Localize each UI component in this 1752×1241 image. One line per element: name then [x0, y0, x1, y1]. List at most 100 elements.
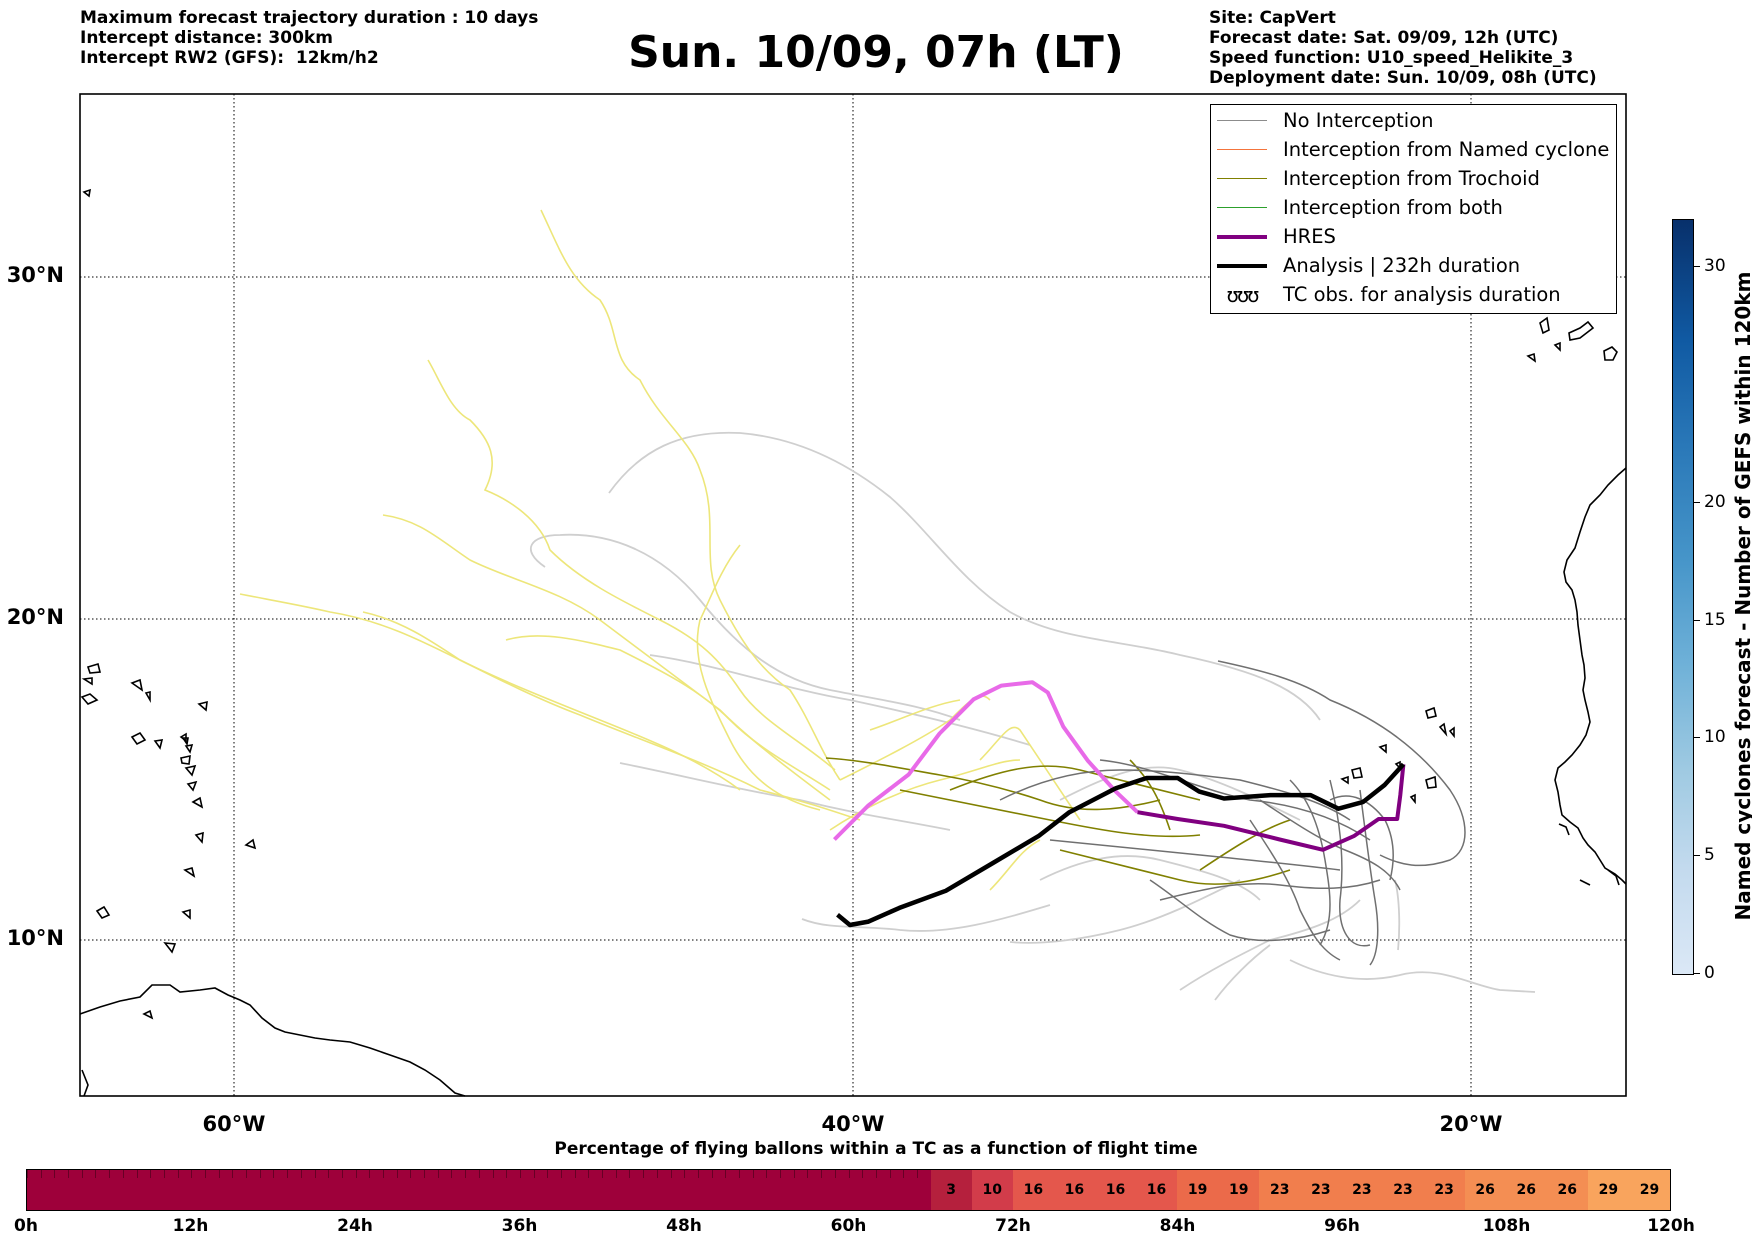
run-info-duration: Maximum forecast trajectory duration : 1… — [80, 8, 539, 28]
legend-item-both: Interception from both — [1217, 193, 1503, 222]
flight-time-bar-minor-tick — [451, 1170, 453, 1178]
cyclone-colorbar — [1672, 219, 1694, 975]
flight-time-bar: 3 10 16 16 16 16 19 19 23 23 23 23 23 26 26 26 29 29 — [26, 1169, 1671, 1211]
hres-track-early — [832, 680, 1139, 841]
flight-time-bar-minor-tick — [875, 1170, 877, 1178]
flight-time-segment: 23 — [1382, 1170, 1424, 1210]
flight-time-bar-minor-tick — [519, 1170, 521, 1178]
flight-time-bar-minor-tick — [177, 1170, 179, 1178]
flight-time-bar-minor-tick — [492, 1170, 494, 1178]
flight-time-bar-minor-tick — [300, 1170, 302, 1178]
flight-time-segment: 19 — [1218, 1170, 1260, 1210]
flight-time-segment: 23 — [1341, 1170, 1383, 1210]
flight-time-bar-minor-tick — [807, 1170, 809, 1178]
lon-label-20w: 20°W — [1439, 1112, 1503, 1136]
flight-time-bar-minor-tick — [547, 1170, 549, 1178]
site-info-deployment-date: Deployment date: Sun. 10/09, 08h (UTC) — [1209, 68, 1597, 88]
legend-item-named-cyclone: Interception from Named cyclone — [1217, 135, 1609, 164]
flight-time-bar-minor-tick — [314, 1170, 316, 1178]
flight-time-bar-minor-tick — [903, 1170, 905, 1178]
flight-time-bar-minor-tick — [848, 1170, 850, 1178]
flight-time-bar-minor-tick — [506, 1170, 508, 1178]
legend-item-no-interception: No Interception — [1217, 106, 1434, 135]
flight-time-bar-minor-tick — [780, 1170, 782, 1178]
flight-time-bar-minor-tick — [752, 1170, 754, 1178]
flight-time-bar-minor-tick — [218, 1170, 220, 1178]
lon-label-60w: 60°W — [202, 1112, 266, 1136]
flight-time-segment: 23 — [1300, 1170, 1342, 1210]
flight-time-segment: 19 — [1177, 1170, 1219, 1210]
flight-time-tick-label: 120h — [1647, 1216, 1695, 1236]
flight-time-bar-minor-tick — [341, 1170, 343, 1178]
flight-time-bar-minor-tick — [615, 1170, 617, 1178]
flight-time-bar-minor-tick — [862, 1170, 864, 1178]
flight-time-tick-label: 108h — [1482, 1216, 1531, 1236]
run-info-intercept-rw2: Intercept RW2 (GFS): 12km/h2 — [80, 48, 379, 68]
legend-item-trochoid: Interception from Trochoid — [1217, 164, 1540, 193]
flight-time-segment: 26 — [1546, 1170, 1588, 1210]
flight-time-bar-minor-tick — [793, 1170, 795, 1178]
flight-time-bar-minor-tick — [656, 1170, 658, 1178]
flight-time-bar-minor-tick — [711, 1170, 713, 1178]
flight-time-bar-minor-tick — [410, 1170, 412, 1178]
flight-time-bar-minor-tick — [821, 1170, 823, 1178]
legend: No Interception Interception from Named … — [1210, 104, 1617, 314]
site-info: Site: CapVert Forecast date: Sat. 09/09,… — [1209, 8, 1597, 88]
legend-swatch-both — [1217, 207, 1267, 208]
page-title: Sun. 10/09, 07h (LT) — [628, 27, 1124, 78]
legend-label: Interception from Named cyclone — [1283, 138, 1610, 161]
flight-time-segment: 26 — [1464, 1170, 1506, 1210]
legend-item-hres: HRES — [1217, 222, 1336, 251]
hres-track-late — [1137, 764, 1406, 852]
flight-time-bar-minor-tick — [738, 1170, 740, 1178]
flight-time-tick-label: 72h — [995, 1216, 1031, 1236]
colorbar-tick-label: 20 — [1704, 491, 1726, 512]
site-info-site: Site: CapVert — [1209, 8, 1336, 28]
flight-time-tick-label: 60h — [830, 1216, 867, 1236]
flight-time-tick-label: 24h — [337, 1216, 373, 1236]
flight-time-tick-label: 12h — [172, 1216, 209, 1236]
legend-swatch-named-cyclone — [1217, 149, 1267, 150]
flight-time-bar-minor-tick — [670, 1170, 672, 1178]
flight-time-bar-minor-tick — [27, 1170, 28, 1178]
run-info-intercept-distance: Intercept distance: 300km — [80, 28, 333, 48]
lon-label-40w: 40°W — [821, 1112, 885, 1136]
flight-time-bar-minor-tick — [259, 1170, 261, 1178]
hres-track — [832, 680, 1406, 852]
analysis-track — [836, 762, 1406, 928]
flight-time-segment: 29 — [1587, 1170, 1629, 1210]
flight-time-bar-minor-tick — [54, 1170, 56, 1178]
colorbar-tick — [1694, 737, 1700, 739]
flight-time-tick-label: 36h — [501, 1216, 538, 1236]
coastlines — [79, 188, 1627, 1097]
flight-time-bar-minor-tick — [95, 1170, 97, 1178]
lat-label-20n: 20°N — [6, 605, 64, 629]
flight-time-bar-minor-tick — [136, 1170, 138, 1178]
colorbar-tick-label: 5 — [1704, 845, 1715, 866]
legend-label: TC obs. for analysis duration — [1283, 283, 1561, 306]
tc-symbol-icon: ʊʊʊ — [1226, 282, 1259, 307]
flight-time-bar-minor-tick — [602, 1170, 604, 1178]
colorbar-tick — [1694, 266, 1700, 268]
flight-time-segment: 16 — [1053, 1170, 1095, 1210]
flight-time-bar-minor-tick — [916, 1170, 918, 1178]
colorbar-tick — [1694, 501, 1700, 503]
flight-time-bar-minor-tick — [437, 1170, 439, 1178]
flight-time-bar-minor-tick — [382, 1170, 384, 1178]
flight-time-bar-minor-tick — [328, 1170, 330, 1178]
colorbar-tick — [1694, 973, 1700, 974]
flight-time-bar-minor-tick — [478, 1170, 480, 1178]
flight-time-bar-minor-tick — [204, 1170, 206, 1178]
flight-time-bar-minor-tick — [68, 1170, 70, 1178]
legend-swatch-hres — [1217, 234, 1267, 239]
colorbar-tick-label: 0 — [1704, 963, 1715, 983]
flight-time-bar-minor-tick — [533, 1170, 535, 1178]
flight-time-bar-minor-tick — [369, 1170, 371, 1178]
flight-time-tick-label: 96h — [1324, 1216, 1360, 1236]
flight-time-bar-minor-tick — [424, 1170, 426, 1178]
flight-time-bar-minor-tick — [574, 1170, 576, 1178]
flight-time-tick-label: 84h — [1159, 1216, 1196, 1236]
flight-time-tick-label: 0h — [14, 1216, 38, 1236]
flight-time-bar-minor-tick — [889, 1170, 891, 1178]
